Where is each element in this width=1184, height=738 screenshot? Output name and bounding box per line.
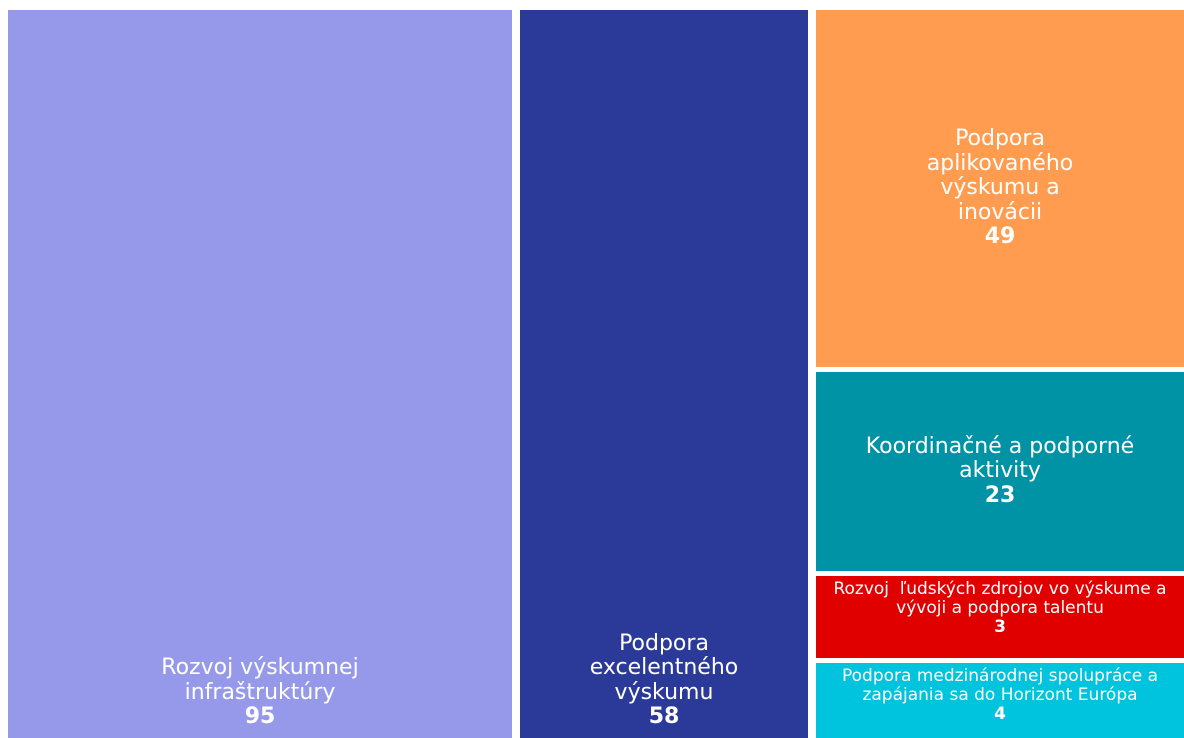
tile-label: Rozvoj ľudských zdrojov vo výskume a výv…: [833, 579, 1172, 619]
tile-label: Podpora medzinárodnej spolupráce a zapáj…: [841, 666, 1164, 706]
tile-value: 3: [994, 617, 1006, 638]
tile-label: Podpora aplikovaného výskumu a inovácii: [926, 125, 1081, 225]
tile-label: Rozvoj výskumnej infraštruktúry: [161, 655, 366, 705]
tile: Koordinačné a podporné aktivity 23: [816, 372, 1184, 571]
tile-value: 4: [994, 704, 1006, 725]
tile-value: 23: [984, 482, 1016, 508]
tile: Podpora aplikovaného výskumu a inovácii 4…: [816, 10, 1184, 367]
tile: Podpora medzinárodnej spolupráce a zapáj…: [816, 663, 1184, 738]
tile: Podpora excelentného výskumu 58: [520, 10, 808, 738]
tile-value: 58: [648, 704, 680, 730]
tile-label: Koordinačné a podporné aktivity: [865, 433, 1142, 484]
tile-label: Podpora excelentného výskumu: [589, 630, 746, 705]
tile-value: 95: [244, 704, 276, 730]
tile: Rozvoj výskumnej infraštruktúry 95: [8, 10, 512, 738]
tile: Rozvoj ľudských zdrojov vo výskume a výv…: [816, 576, 1184, 658]
tile-value: 49: [984, 224, 1016, 250]
